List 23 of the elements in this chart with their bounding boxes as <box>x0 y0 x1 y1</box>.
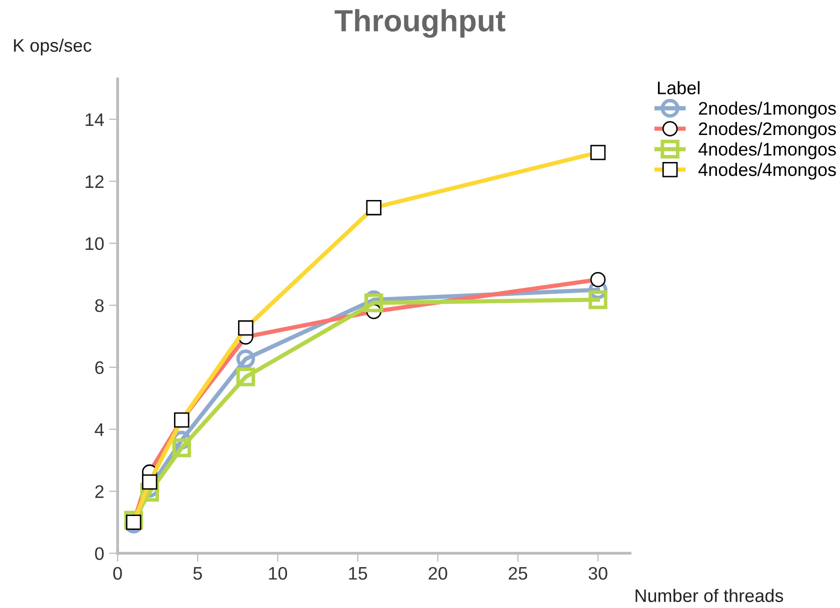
legend-label: 4nodes/1mongos <box>698 142 836 160</box>
x-tick-label: 5 <box>193 567 202 580</box>
y-tick-label: 4 <box>94 423 104 436</box>
y-tick-label: 6 <box>95 361 104 374</box>
y-tick-label: 10 <box>86 237 104 250</box>
x-tick-label: 30 <box>588 566 608 580</box>
y-tick-label: 14 <box>86 113 104 126</box>
x-tick-label: 20 <box>428 566 448 580</box>
y-axis-title: K ops/sec <box>14 38 92 56</box>
x-tick-label: 10 <box>269 566 288 580</box>
y-tick-label: 0 <box>95 547 104 560</box>
legend-label: 2nodes/2mongos <box>698 122 836 139</box>
legend-label: 4nodes/4mongos <box>698 162 836 180</box>
x-axis-title: Number of threads <box>636 588 784 602</box>
x-tick-label: 0 <box>113 566 122 580</box>
legend-label: 2nodes/1mongos <box>698 102 836 118</box>
y-tick-label: 8 <box>95 299 104 312</box>
x-tick-label: 15 <box>349 567 368 580</box>
x-tick-label: 25 <box>508 566 528 580</box>
y-tick-label: 2 <box>95 485 104 498</box>
y-tick-label: 12 <box>86 175 104 188</box>
legend-title: Label <box>658 81 700 94</box>
chart-title: Throughput <box>334 9 506 38</box>
